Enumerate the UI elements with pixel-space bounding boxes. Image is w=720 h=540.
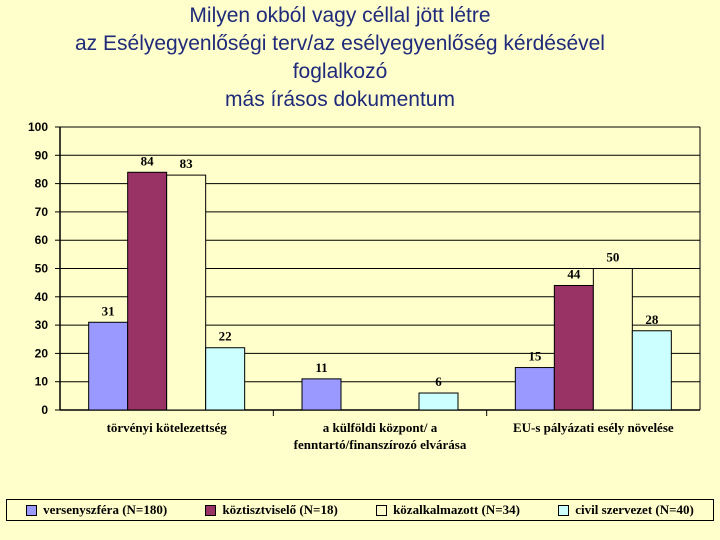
bar-s3-c0 [205,347,246,411]
legend: versenyszféra (N=180) köztisztviselő (N=… [6,499,714,521]
y-tick-label-0: 0 [41,403,48,417]
legend-label-koztisztviselo: köztisztviselő (N=18) [222,502,338,517]
title-line-4: más írásos dokumentum [225,88,455,111]
y-tick-label-70: 70 [35,205,49,219]
bar-s3-c2 [631,330,672,411]
bar-s0-c0 [88,321,129,411]
bar-chart: 0 10 20 30 40 50 60 70 80 90 100 31 84 83 22 törvényi k… [28,120,701,452]
category-label-2-line-0: EU-s pályázati esély növelése [513,420,674,435]
legend-label-versenyszfera: versenyszféra (N=180) [43,502,168,517]
legend-swatch-versenyszfera [26,504,38,516]
category-label-1-line-0: a külföldi központ/ a [323,420,438,435]
y-tick-label-40: 40 [35,290,49,304]
data-label-s1-c2: 44 [567,266,581,281]
title-line-3: foglalkozó [292,60,388,83]
data-label-s0-c2: 15 [528,349,542,364]
legend-label-civil-szervezet: civil szervezet (N=40) [575,502,694,517]
bar-s3-c1 [418,392,459,411]
data-label-s0-c0: 31 [102,303,115,318]
category-label-1-line-1: fenntartó/finanszírozó elvárása [294,437,467,452]
legend-item-versenyszfera: versenyszféra (N=180) [26,502,167,518]
bar-s0-c1 [301,378,342,411]
legend-item-civil-szervezet: civil szervezet (N=40) [558,502,694,518]
data-label-s2-c2: 50 [606,250,619,265]
chart-title: Milyen okból vagy céllal jött létre az E… [0,2,680,114]
data-label-s0-c1: 11 [315,360,327,375]
data-label-s2-c0: 83 [180,156,194,171]
legend-swatch-koztisztviselo [205,504,217,516]
data-label-s3-c1: 6 [435,374,442,389]
bar-s2-c0 [166,174,207,411]
y-tick-label-60: 60 [35,233,49,247]
data-label-s1-c0: 84 [141,153,155,168]
y-tick-label-80: 80 [35,177,49,191]
data-label-s3-c0: 22 [219,329,232,344]
y-tick-label-100: 100 [28,120,48,134]
y-tick-label-50: 50 [35,262,49,276]
title-line-2: az Esélyegyenlőségi terv/az esélyegyenlő… [75,32,605,55]
data-label-s3-c2: 28 [645,312,659,327]
title-line-1: Milyen okból vagy céllal jött létre [189,4,491,27]
y-tick-label-90: 90 [35,148,49,162]
legend-item-kozalkalmazott: közalkalmazott (N=34) [376,502,520,518]
legend-swatch-civil-szervezet [558,504,570,516]
y-tick-label-30: 30 [35,318,49,332]
bar-s1-c0 [127,171,168,411]
bar-s0-c2 [514,367,555,411]
legend-swatch-kozalkalmazott [376,504,388,516]
y-tick-label-20: 20 [35,346,49,360]
category-label-0-line-0: törvényi kötelezettség [107,420,228,435]
legend-label-kozalkalmazott: közalkalmazott (N=34) [393,502,520,517]
legend-item-koztisztviselo: köztisztviselő (N=18) [205,502,338,518]
bar-s2-c2 [592,268,633,411]
y-tick-label-10: 10 [35,375,49,389]
bar-s1-c2 [553,284,594,411]
